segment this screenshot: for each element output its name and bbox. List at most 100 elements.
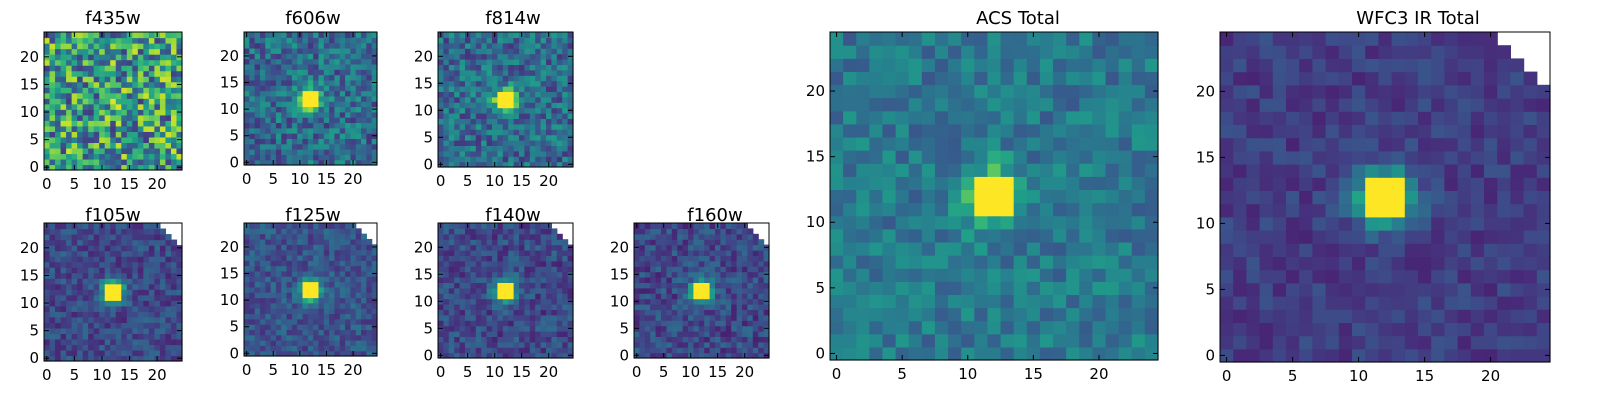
heatmap-cell (148, 32, 155, 39)
heatmap-cell (731, 255, 738, 262)
heatmap-cell (551, 352, 558, 359)
heatmap-cell (513, 352, 520, 359)
heatmap-cell (286, 154, 293, 161)
heatmap-cell (1079, 150, 1093, 164)
heatmap-cell (259, 292, 266, 299)
heatmap-cell (275, 53, 282, 60)
heatmap-cell (121, 311, 128, 318)
heatmap-cell (508, 271, 515, 278)
panel-title-f125w: f125w (285, 205, 340, 226)
heatmap-cell (154, 333, 161, 340)
heatmap-cell (345, 117, 351, 124)
heatmap-cell (143, 54, 150, 61)
heatmap-cell (948, 281, 962, 295)
heatmap-cell (747, 233, 754, 240)
heatmap-cell (677, 336, 684, 343)
heatmap-cell (448, 48, 455, 55)
heatmap-cell (540, 309, 547, 316)
heatmap-cell (698, 341, 705, 348)
heatmap-cell (329, 58, 336, 65)
heatmap-cell (371, 101, 378, 108)
heatmap-cell (540, 102, 547, 109)
heatmap-cell (154, 267, 161, 274)
heatmap-cell (644, 325, 651, 332)
heatmap-cell (159, 272, 167, 279)
heatmap-cell (704, 304, 711, 310)
heatmap-cell (448, 331, 455, 337)
heatmap-cell (126, 245, 133, 252)
heatmap-cell (176, 153, 183, 160)
heatmap-cell (921, 176, 936, 191)
heatmap-cell (763, 293, 770, 300)
heatmap-cell (244, 313, 250, 320)
heatmap-cell (71, 98, 78, 105)
heatmap-cell (470, 266, 477, 273)
heatmap-cell (987, 333, 1002, 348)
heatmap-cell (132, 250, 139, 257)
heatmap-cell (99, 322, 106, 329)
heatmap-cell (313, 47, 320, 54)
heatmap-cell (329, 254, 336, 261)
heatmap-cell (650, 309, 657, 316)
heatmap-cell (974, 215, 989, 230)
heatmap-cell (895, 346, 910, 361)
heatmap-cell (736, 298, 743, 305)
heatmap-cell (165, 142, 172, 149)
heatmap-cell (254, 265, 261, 272)
heatmap-cell (159, 81, 167, 88)
x-tick-label: 15 (708, 363, 727, 381)
heatmap-cell (540, 145, 547, 152)
heatmap-cell (666, 282, 673, 289)
heatmap-cell (934, 163, 949, 177)
heatmap-cell (159, 76, 167, 83)
heatmap-cell (345, 149, 351, 155)
heatmap-cell (459, 223, 466, 229)
heatmap-cell (159, 70, 167, 77)
heatmap-cell (143, 300, 150, 307)
heatmap-cell (60, 81, 67, 88)
heatmap-cell (350, 127, 357, 134)
heatmap-cell (265, 297, 272, 304)
heatmap-cell (895, 294, 910, 309)
heatmap-cell (307, 292, 314, 299)
heatmap-cell (313, 350, 320, 357)
heatmap-cell (567, 140, 574, 146)
heatmap-cell (170, 256, 178, 263)
heatmap-cell (731, 298, 738, 305)
heatmap-cell (486, 325, 493, 332)
heatmap-cell (698, 277, 705, 283)
heatmap-cell (715, 331, 721, 337)
heatmap-cell (693, 309, 700, 316)
heatmap-cell (281, 90, 288, 97)
heatmap-cell (345, 260, 351, 267)
y-tick-label: 20 (414, 238, 433, 256)
heatmap-cell (1131, 320, 1146, 335)
heatmap-cell (454, 91, 461, 98)
heatmap-cell (339, 47, 346, 54)
heatmap-cell (475, 42, 482, 49)
heatmap-cell (307, 345, 314, 352)
heatmap-cell (339, 238, 346, 245)
heatmap-cell (307, 122, 314, 129)
heatmap-cell (60, 261, 67, 268)
heatmap-cell (82, 147, 89, 155)
heatmap-cell (742, 336, 748, 343)
heatmap-cell (286, 117, 293, 124)
heatmap-cell (492, 314, 498, 321)
heatmap-cell (297, 318, 304, 325)
heatmap-cell (148, 245, 155, 252)
heatmap-cell (524, 161, 531, 168)
heatmap-cell (104, 300, 111, 307)
heatmap-cell (1000, 346, 1015, 361)
heatmap-cell (66, 103, 73, 110)
heatmap-cell (736, 277, 743, 283)
heatmap-cell (459, 282, 466, 289)
heatmap-grid (44, 223, 183, 362)
heatmap-cell (1092, 176, 1107, 191)
heatmap-cell (709, 331, 716, 337)
heatmap-cell (698, 282, 705, 289)
heatmap-cell (551, 32, 558, 38)
heatmap-cell (148, 43, 155, 50)
heatmap-cell (339, 138, 346, 145)
heatmap-cell (132, 43, 139, 50)
